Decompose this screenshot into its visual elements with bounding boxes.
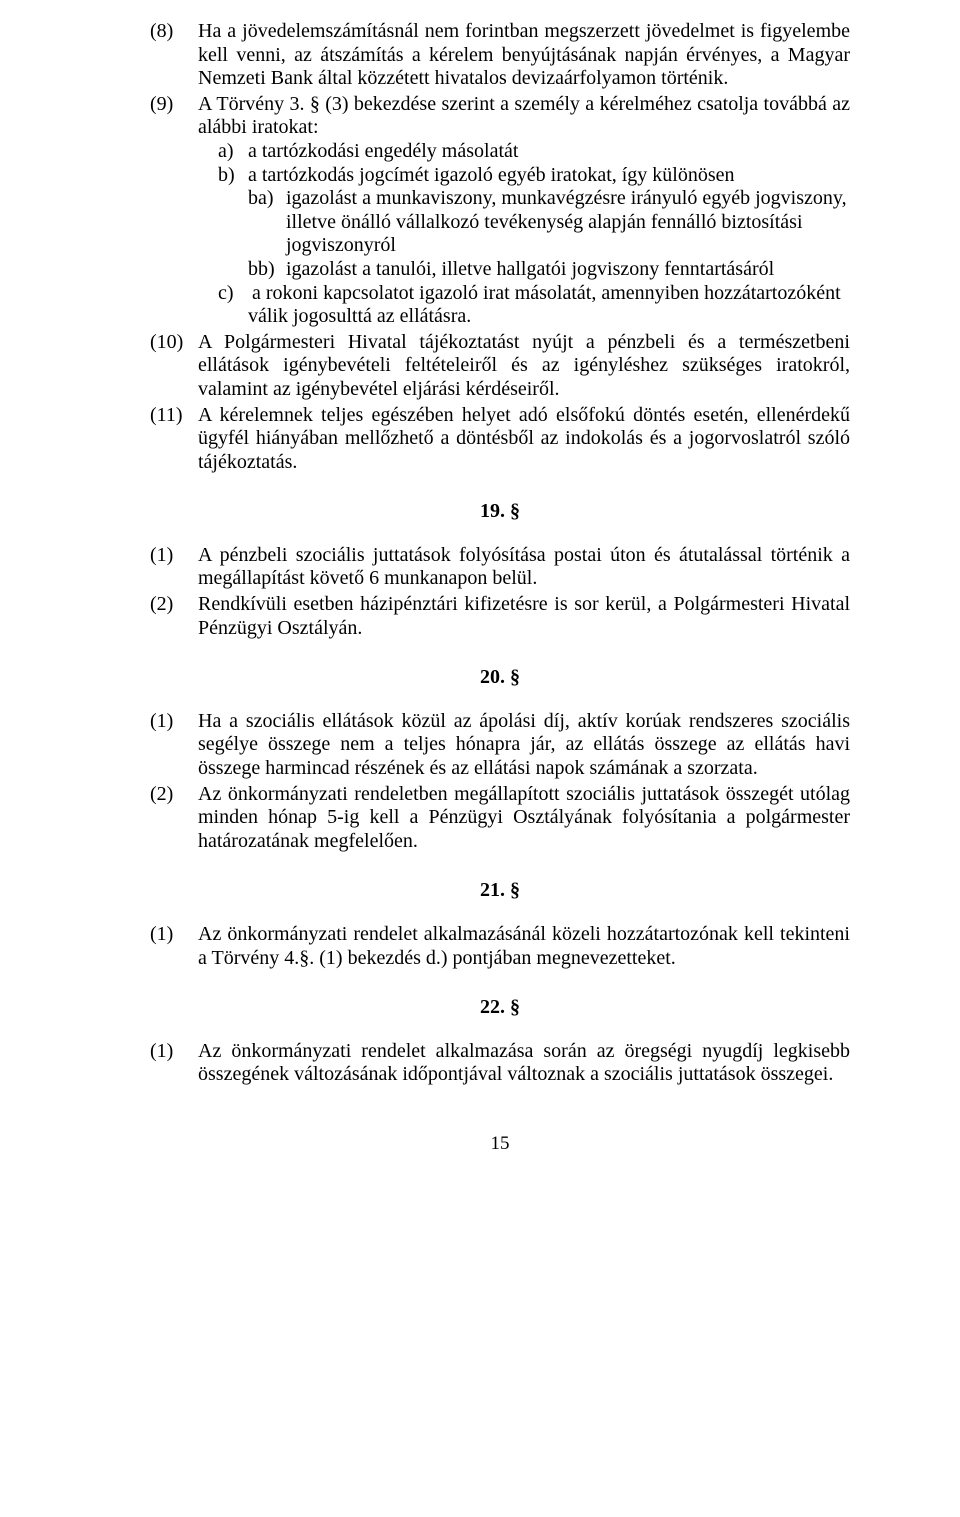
s22-paragraph-1: (1) Az önkormányzati rendelet alkalmazás…	[150, 1040, 850, 1087]
s22-p1-number: (1)	[150, 1040, 198, 1087]
paragraph-8-number: (8)	[150, 20, 198, 91]
paragraph-10-text: A Polgármesteri Hivatal tájékoztatást ny…	[198, 331, 850, 402]
paragraph-9-c-cont: válik jogosulttá az ellátásra.	[248, 305, 850, 329]
label-b: b)	[218, 164, 248, 188]
paragraph-9: (9) A Törvény 3. § (3) bekezdése szerint…	[150, 93, 850, 329]
paragraph-9-intro: A Törvény 3. § (3) bekezdése szerint a s…	[198, 93, 850, 140]
paragraph-9-a: a) a tartózkodási engedély másolatát	[218, 140, 850, 164]
paragraph-8-text: Ha a jövedelemszámításnál nem forintban …	[198, 20, 850, 91]
text-ba: igazolást a munkaviszony, munkavégzésre …	[286, 187, 850, 258]
s19-paragraph-2: (2) Rendkívüli esetben házipénztári kifi…	[150, 593, 850, 640]
label-bb: bb)	[248, 258, 286, 282]
s20-p2-number: (2)	[150, 783, 198, 854]
section-20-heading: 20. §	[150, 666, 850, 690]
paragraph-11-text: A kérelemnek teljes egészében helyet adó…	[198, 404, 850, 475]
s19-p1-text: A pénzbeli szociális juttatások folyósít…	[198, 544, 850, 591]
s19-p1-number: (1)	[150, 544, 198, 591]
document-page: (8) Ha a jövedelemszámításnál nem forint…	[0, 0, 960, 1195]
s21-p1-number: (1)	[150, 923, 198, 970]
paragraph-10: (10) A Polgármesteri Hivatal tájékoztatá…	[150, 331, 850, 402]
s19-p2-number: (2)	[150, 593, 198, 640]
s20-paragraph-2: (2) Az önkormányzati rendeletben megálla…	[150, 783, 850, 854]
s19-paragraph-1: (1) A pénzbeli szociális juttatások foly…	[150, 544, 850, 591]
section-19-heading: 19. §	[150, 500, 850, 524]
label-c: c)	[218, 282, 252, 306]
section-22-heading: 22. §	[150, 996, 850, 1020]
paragraph-11: (11) A kérelemnek teljes egészében helye…	[150, 404, 850, 475]
paragraph-9-ba: ba) igazolást a munkaviszony, munkavégzé…	[248, 187, 850, 258]
paragraph-10-number: (10)	[150, 331, 198, 402]
page-number: 15	[150, 1133, 850, 1155]
s21-paragraph-1: (1) Az önkormányzati rendelet alkalmazás…	[150, 923, 850, 970]
text-b: a tartózkodás jogcímét igazoló egyéb ira…	[248, 164, 850, 188]
paragraph-9-b: b) a tartózkodás jogcímét igazoló egyéb …	[218, 164, 850, 188]
paragraph-9-number: (9)	[150, 93, 198, 329]
text-a: a tartózkodási engedély másolatát	[248, 140, 850, 164]
label-a: a)	[218, 140, 248, 164]
paragraph-9-bb: bb) igazolást a tanulói, illetve hallgat…	[248, 258, 850, 282]
s20-p1-number: (1)	[150, 710, 198, 781]
s19-p2-text: Rendkívüli esetben házipénztári kifizeté…	[198, 593, 850, 640]
s20-p1-text: Ha a szociális ellátások közül az ápolás…	[198, 710, 850, 781]
text-c: a rokoni kapcsolatot igazoló irat másola…	[252, 282, 850, 306]
paragraph-9-body: A Törvény 3. § (3) bekezdése szerint a s…	[198, 93, 850, 329]
paragraph-9-c: c) a rokoni kapcsolatot igazoló irat más…	[218, 282, 850, 306]
section-21-heading: 21. §	[150, 879, 850, 903]
s20-paragraph-1: (1) Ha a szociális ellátások közül az áp…	[150, 710, 850, 781]
s21-p1-text: Az önkormányzati rendelet alkalmazásánál…	[198, 923, 850, 970]
s20-p2-text: Az önkormányzati rendeletben megállapíto…	[198, 783, 850, 854]
s22-p1-text: Az önkormányzati rendelet alkalmazása so…	[198, 1040, 850, 1087]
paragraph-8: (8) Ha a jövedelemszámításnál nem forint…	[150, 20, 850, 91]
paragraph-11-number: (11)	[150, 404, 198, 475]
label-ba: ba)	[248, 187, 286, 258]
text-bb: igazolást a tanulói, illetve hallgatói j…	[286, 258, 850, 282]
